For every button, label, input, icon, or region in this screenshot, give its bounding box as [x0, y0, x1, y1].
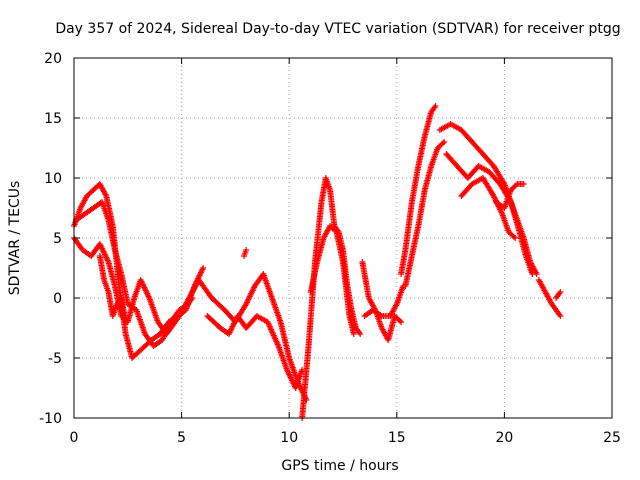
data-point [396, 317, 403, 324]
satellite-track-6 [204, 313, 306, 391]
y-tick-label: 20 [44, 51, 62, 67]
satellite-track-15 [443, 151, 536, 277]
satellite-track-4 [96, 253, 129, 325]
data-point [122, 319, 129, 325]
x-tick-label: 10 [280, 430, 298, 446]
y-tick-label: 15 [44, 111, 62, 127]
y-tick-label: 5 [53, 231, 62, 247]
data-point [557, 313, 564, 319]
satellite-track-7 [241, 247, 250, 259]
data-point [441, 139, 448, 145]
satellite-track-12 [398, 103, 439, 277]
x-tick-label: 15 [388, 430, 406, 446]
data-point [398, 319, 405, 325]
data-point [357, 331, 364, 337]
satellite-track-13 [402, 139, 448, 289]
y-tick-label: -5 [48, 351, 62, 367]
chart-title: Day 357 of 2024, Sidereal Day-to-day VTE… [55, 21, 620, 37]
x-tick-label: 25 [603, 430, 621, 446]
y-tick-label: 10 [44, 171, 62, 187]
data-point [557, 289, 564, 295]
data-point [520, 181, 527, 187]
x-tick-label: 0 [70, 430, 79, 446]
satellite-track-5 [182, 271, 310, 403]
data-point [439, 140, 446, 147]
x-axis-label: GPS time / hours [281, 458, 398, 474]
satellite-track-3 [73, 199, 192, 349]
data-point [200, 265, 207, 271]
data-point [432, 103, 439, 109]
data-point [510, 233, 517, 240]
satellite-track-19 [553, 289, 564, 301]
data-points [71, 103, 564, 421]
satellite-track-16 [458, 175, 519, 241]
satellite-track-11 [361, 283, 407, 319]
satellite-track-14 [436, 121, 540, 277]
y-tick-label: 0 [53, 291, 62, 307]
satellite-track-17 [492, 181, 527, 211]
satellite-track-8 [299, 175, 364, 421]
y-tick-label: -10 [39, 411, 62, 427]
axis-ticks: 0 5 10 15 20 25 -10 -5 0 5 10 15 20 [39, 51, 621, 446]
x-tick-label: 20 [495, 430, 513, 446]
satellite-track-2 [71, 235, 196, 337]
x-tick-label: 5 [177, 430, 186, 446]
satellite-track-18 [535, 277, 564, 319]
data-point [512, 235, 519, 241]
satellite-track-9 [307, 223, 357, 337]
data-point [243, 247, 250, 253]
y-axis-label: SDTVAR / TECUs [7, 181, 23, 296]
data-point [350, 331, 357, 337]
data-point [529, 271, 536, 277]
data-point [513, 182, 520, 189]
